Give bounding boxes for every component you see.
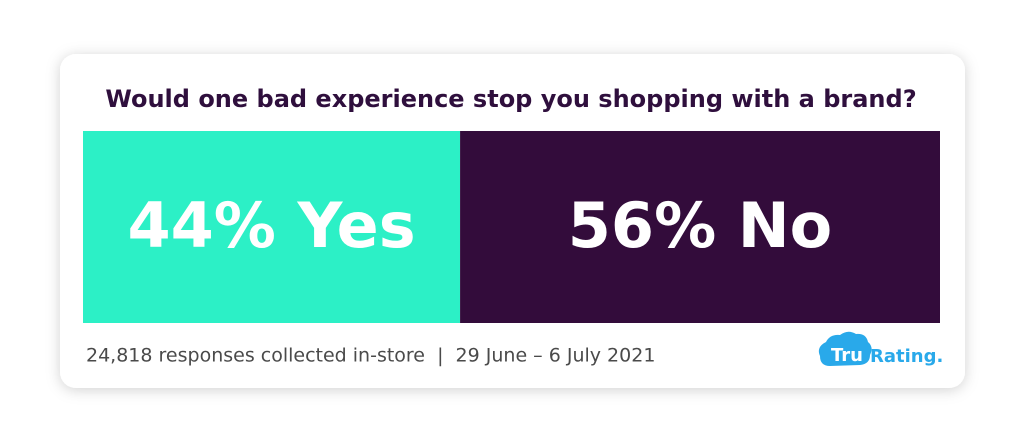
bar-segment [460, 131, 940, 323]
footnote: 24,818 responses collected in-store | 29… [86, 345, 655, 367]
data-label: 56% No [568, 189, 832, 262]
logo-badge: Tru [831, 345, 863, 366]
chart-title: Would one bad experience stop you shoppi… [105, 85, 916, 113]
bar-group: 44% Yes 56% No [83, 131, 940, 323]
data-label: 44% Yes [127, 189, 415, 262]
logo: Tru Rating. [818, 331, 943, 367]
bar-segment [83, 131, 461, 323]
logo-text: Rating. [870, 346, 943, 367]
logo-badge-shape [818, 331, 872, 366]
